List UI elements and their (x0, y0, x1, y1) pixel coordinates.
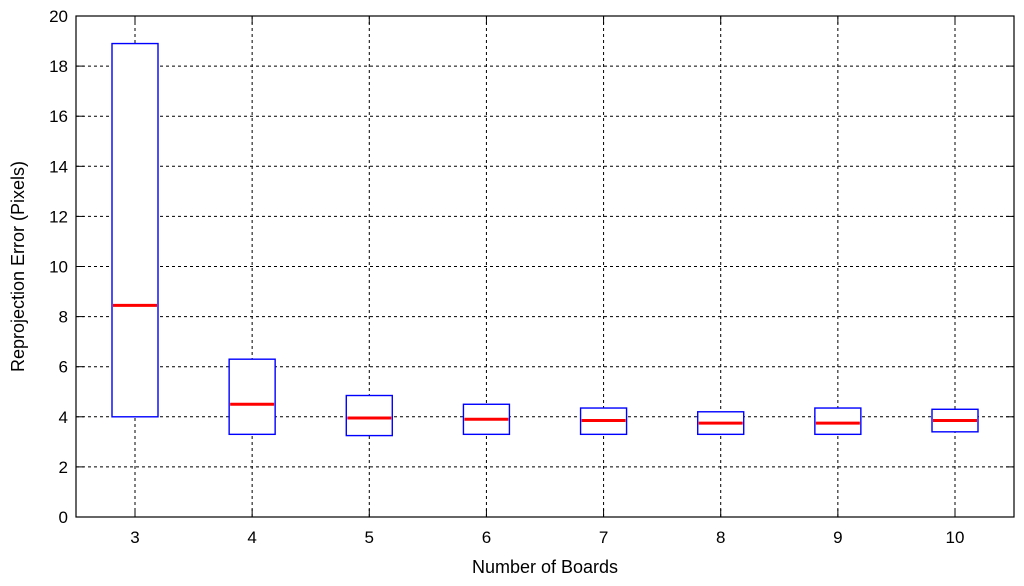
y-tick-label: 6 (59, 358, 68, 377)
y-tick-label: 14 (49, 157, 68, 176)
axis-ticks (76, 15, 1014, 518)
box-5 (345, 394, 393, 437)
x-tick-label: 9 (833, 528, 842, 547)
box-4 (228, 358, 276, 436)
box-series (111, 42, 979, 437)
y-tick-label: 0 (59, 508, 68, 527)
x-tick-label: 8 (716, 528, 725, 547)
y-tick-label: 4 (59, 408, 68, 427)
x-tick-label: 6 (482, 528, 491, 547)
x-tick-label: 3 (130, 528, 139, 547)
x-tick-label: 7 (599, 528, 608, 547)
y-tick-label: 8 (59, 308, 68, 327)
y-tick-label: 18 (49, 57, 68, 76)
y-axis-tick-labels: 0 2 4 6 8 10 12 14 16 18 20 (49, 7, 68, 527)
y-tick-label: 20 (49, 7, 68, 26)
x-tick-label: 5 (365, 528, 374, 547)
grid-lines (76, 16, 1014, 517)
y-axis-label: Reprojection Error (Pixels) (8, 161, 28, 372)
y-tick-label: 2 (59, 458, 68, 477)
box-3 (111, 42, 159, 418)
x-tick-label: 10 (946, 528, 965, 547)
x-axis-tick-labels: 3 4 5 6 7 8 9 10 (130, 528, 964, 547)
box-9 (814, 407, 862, 436)
y-tick-label: 10 (49, 258, 68, 277)
x-axis-label: Number of Boards (472, 557, 618, 577)
x-tick-label: 4 (247, 528, 256, 547)
y-tick-label: 16 (49, 107, 68, 126)
y-tick-label: 12 (49, 207, 68, 226)
